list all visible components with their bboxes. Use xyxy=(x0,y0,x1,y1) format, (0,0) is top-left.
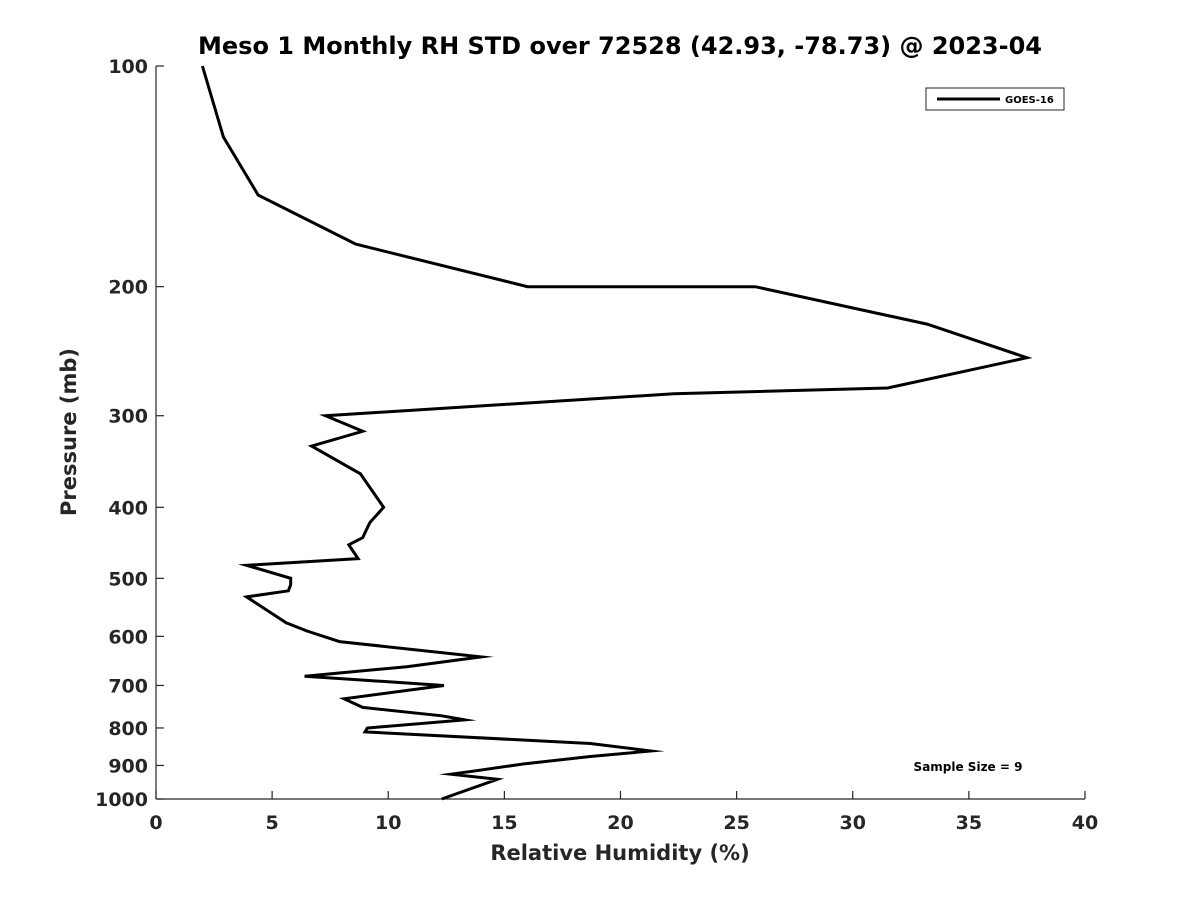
y-tick-label: 300 xyxy=(108,406,148,428)
y-tick-label: 700 xyxy=(108,675,148,697)
x-tick-label: 25 xyxy=(723,812,749,834)
series-line-goes-16 xyxy=(200,65,1033,801)
series-layer xyxy=(200,65,1033,801)
y-tick-label: 500 xyxy=(108,568,148,590)
legend: GOES-16 xyxy=(925,87,1065,111)
y-tick-label: 1000 xyxy=(95,789,148,811)
y-axis-ticks: 100 200 300 400 500 600 700 800 900 1000 xyxy=(95,56,164,811)
legend-label-goes-16: GOES-16 xyxy=(1005,95,1054,106)
plot-area xyxy=(155,66,1085,800)
sample-size-annotation: Sample Size = 9 xyxy=(914,760,1023,774)
y-tick-label: 400 xyxy=(108,497,148,519)
x-tick-label: 30 xyxy=(840,812,866,834)
y-tick-label: 200 xyxy=(108,277,148,299)
y-axis-label: Pressure (mb) xyxy=(57,348,81,516)
x-tick-label: 15 xyxy=(491,812,517,834)
y-tick-label: 800 xyxy=(108,718,148,740)
x-tick-label: 20 xyxy=(607,812,633,834)
x-axis-ticks: 0 5 10 15 20 25 30 35 40 xyxy=(149,791,1098,834)
x-tick-label: 5 xyxy=(266,812,279,834)
x-axis-label: Relative Humidity (%) xyxy=(490,841,749,865)
y-tick-label: 600 xyxy=(108,626,148,648)
x-tick-label: 10 xyxy=(375,812,401,834)
x-tick-label: 40 xyxy=(1072,812,1098,834)
x-tick-label: 0 xyxy=(149,812,162,834)
chart-title: Meso 1 Monthly RH STD over 72528 (42.93,… xyxy=(198,32,1042,60)
x-tick-label: 35 xyxy=(956,812,982,834)
y-tick-label: 100 xyxy=(108,56,148,78)
y-tick-label: 900 xyxy=(108,755,148,777)
